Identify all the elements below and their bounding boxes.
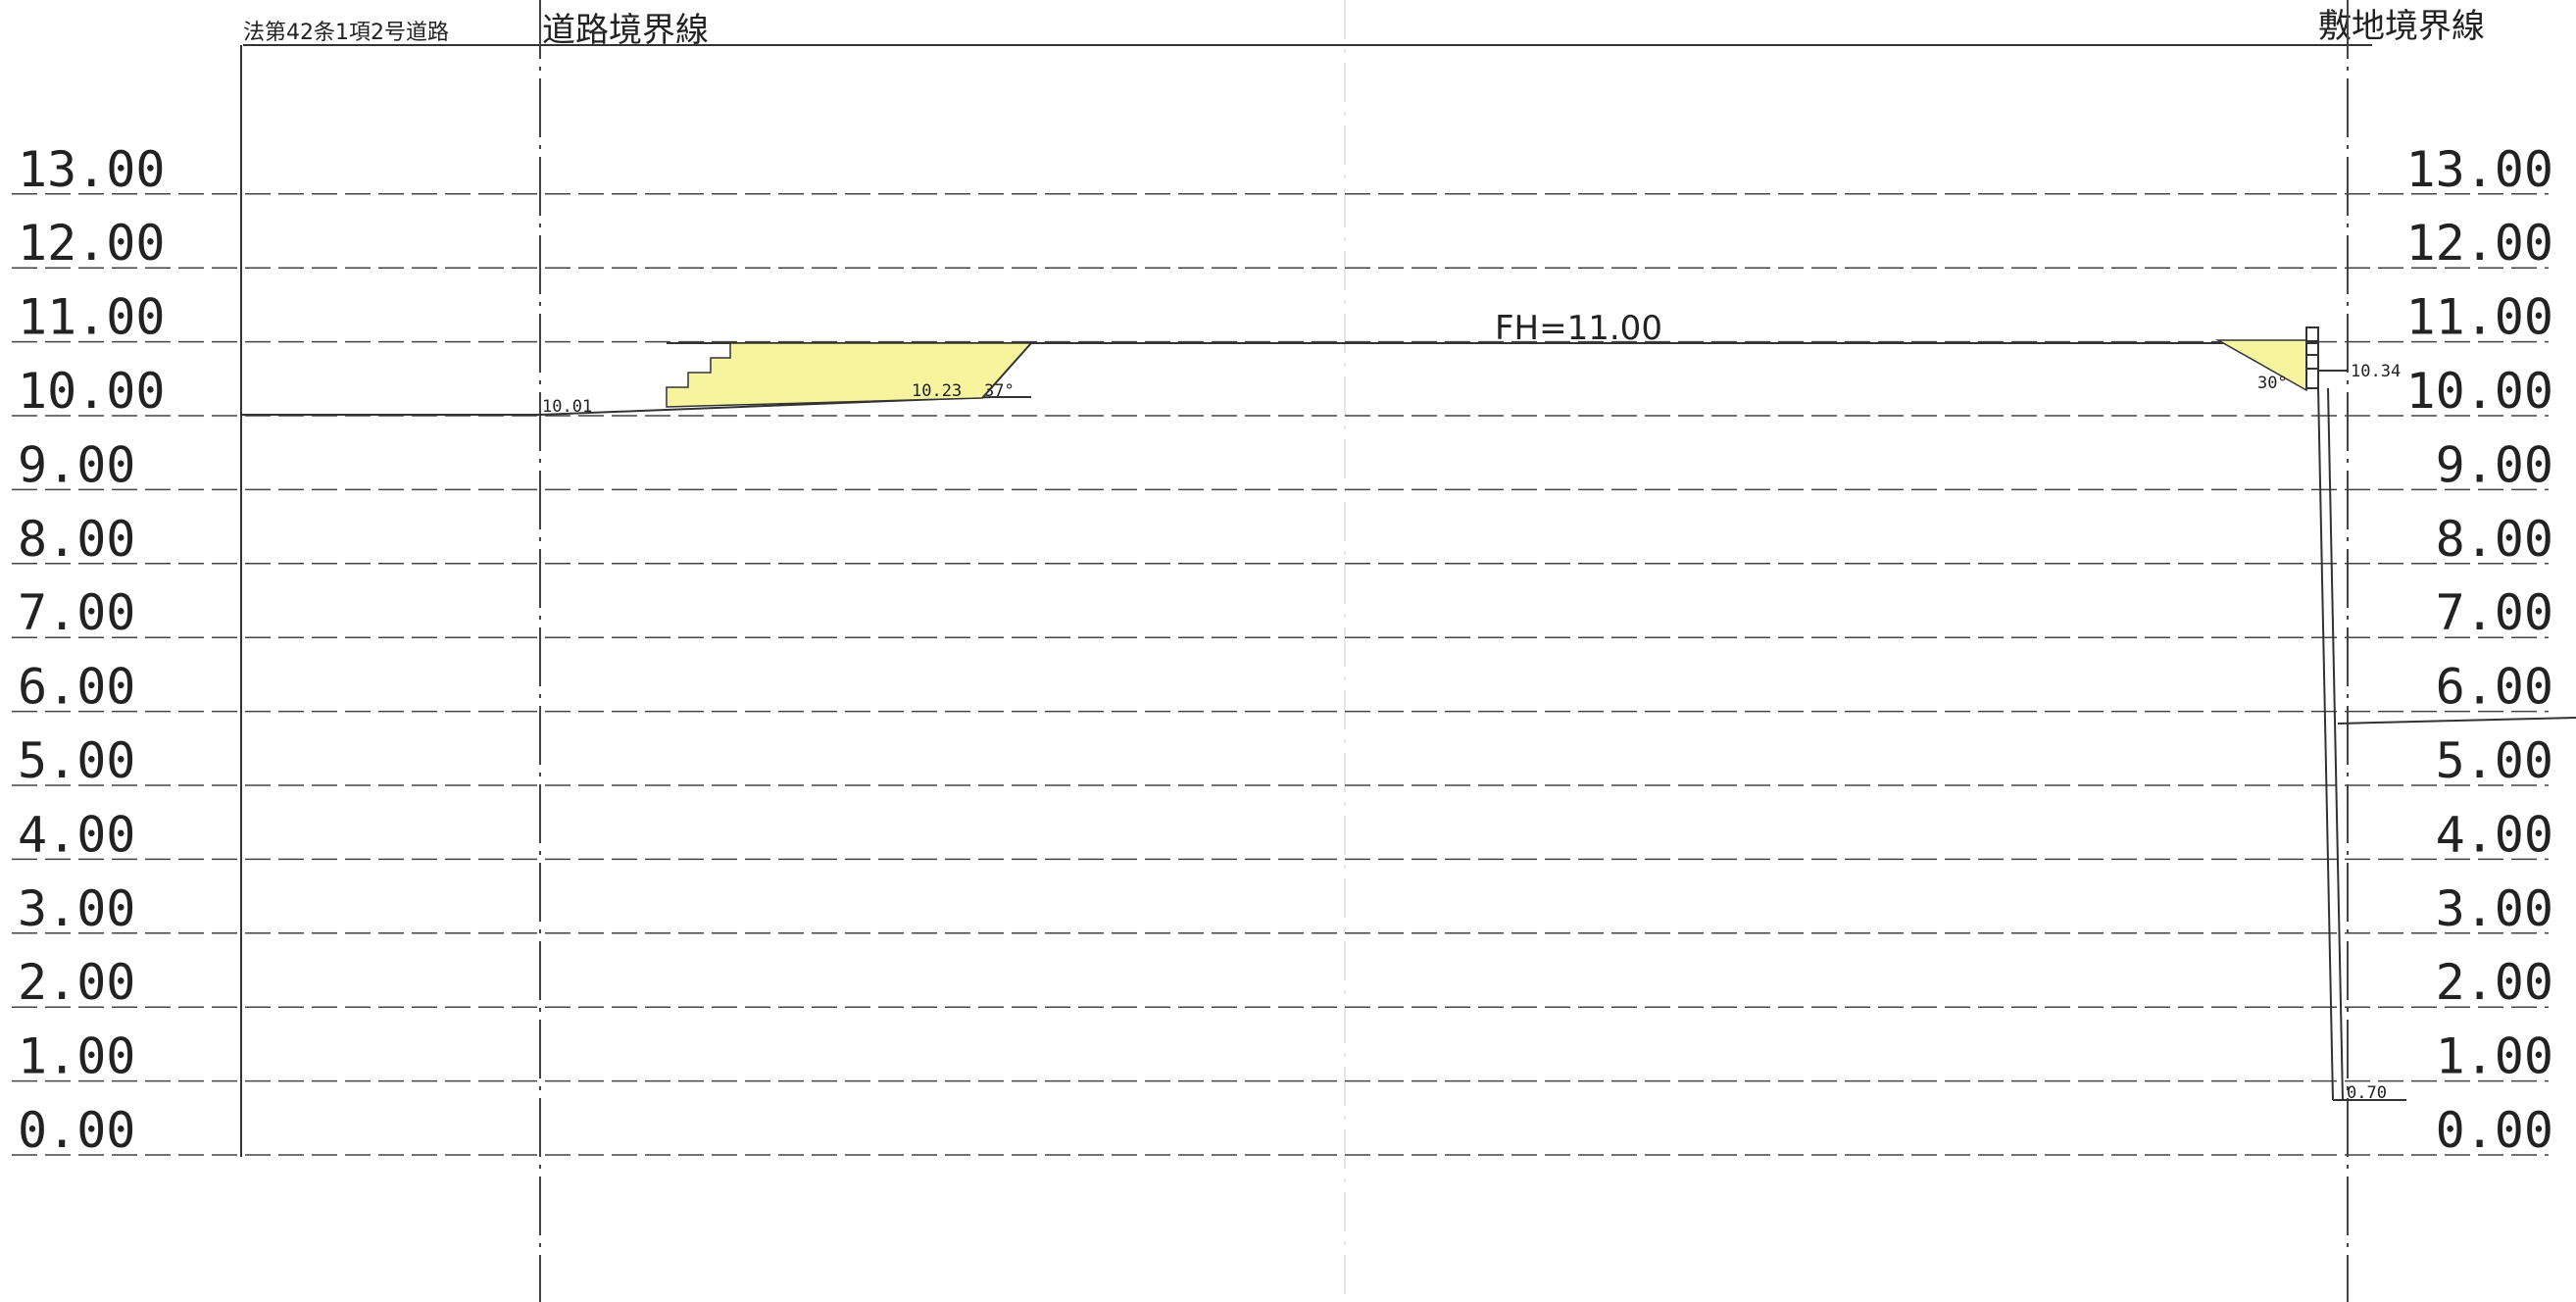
site-boundary-label: 敷地境界線 bbox=[2318, 7, 2485, 46]
wall-outer-face bbox=[2317, 387, 2334, 1101]
level-label-left: 6.00 bbox=[18, 659, 135, 716]
level-label-left: 3.00 bbox=[18, 880, 135, 937]
level-label-right: 3.00 bbox=[2436, 880, 2553, 937]
road-classification-label: 法第42条1項2号道路 bbox=[243, 21, 449, 45]
left-slope-level-label: 10.23 bbox=[912, 381, 962, 401]
level-label-left: 11.00 bbox=[18, 289, 166, 346]
level-label-left: 9.00 bbox=[18, 436, 135, 493]
level-label-right: 8.00 bbox=[2436, 511, 2553, 568]
adjacent-ground-line bbox=[2337, 717, 2576, 725]
level-label-left: 13.00 bbox=[18, 141, 166, 198]
level-label-right: 10.00 bbox=[2405, 363, 2553, 420]
left-slope-line bbox=[981, 342, 1032, 399]
retaining-wall bbox=[2305, 326, 2576, 1101]
level-labels-left: 13.00 12.00 11.00 10.00 9.00 8.00 7.00 6.00 5.00… bbox=[18, 141, 166, 1159]
level-label-right: 12.00 bbox=[2405, 215, 2553, 272]
level-label-left: 10.00 bbox=[18, 363, 166, 420]
level-label-left: 8.00 bbox=[18, 511, 135, 568]
level-labels-right: 13.00 12.00 11.00 10.00 9.00 8.00 7.00 6.00 5.00… bbox=[2405, 141, 2553, 1159]
road-boundary-label: 道路境界線 bbox=[542, 11, 709, 50]
level-label-right: 0.00 bbox=[2436, 1102, 2553, 1159]
level-label-right: 5.00 bbox=[2436, 732, 2553, 789]
wall-inner-face bbox=[2327, 387, 2344, 1101]
level-label-left: 0.00 bbox=[18, 1102, 135, 1159]
frame-lines bbox=[240, 44, 2372, 1157]
level-label-right: 4.00 bbox=[2436, 806, 2553, 863]
boundary-lines bbox=[539, 0, 2349, 1302]
level-label-right: 1.00 bbox=[2436, 1028, 2553, 1085]
level-label-right: 11.00 bbox=[2405, 289, 2553, 346]
level-label-left: 12.00 bbox=[18, 215, 166, 272]
level-label-right: 9.00 bbox=[2436, 436, 2553, 493]
level-label-left: 7.00 bbox=[18, 584, 135, 641]
right-slope-angle-label: 30° bbox=[2257, 374, 2288, 393]
road-edge-level-label: 10.01 bbox=[542, 397, 592, 417]
wall-bottom-level-label: 0.70 bbox=[2347, 1083, 2387, 1103]
left-fill-area bbox=[666, 342, 1033, 408]
level-label-right: 2.00 bbox=[2436, 954, 2553, 1011]
level-lines bbox=[12, 193, 2549, 1156]
left-slope-angle-label: 37° bbox=[984, 381, 1015, 401]
level-label-right: 6.00 bbox=[2436, 659, 2553, 716]
level-label-left: 5.00 bbox=[18, 732, 135, 789]
wall-top-block bbox=[2305, 326, 2319, 389]
level-label-right: 13.00 bbox=[2405, 141, 2553, 198]
finished-height-label: FH=11.00 bbox=[1495, 309, 1662, 348]
level-label-left: 2.00 bbox=[18, 954, 135, 1011]
level-label-left: 1.00 bbox=[18, 1028, 135, 1085]
level-label-left: 4.00 bbox=[18, 806, 135, 863]
level-label-right: 7.00 bbox=[2436, 584, 2553, 641]
wall-top-level-label: 10.34 bbox=[2351, 362, 2401, 381]
